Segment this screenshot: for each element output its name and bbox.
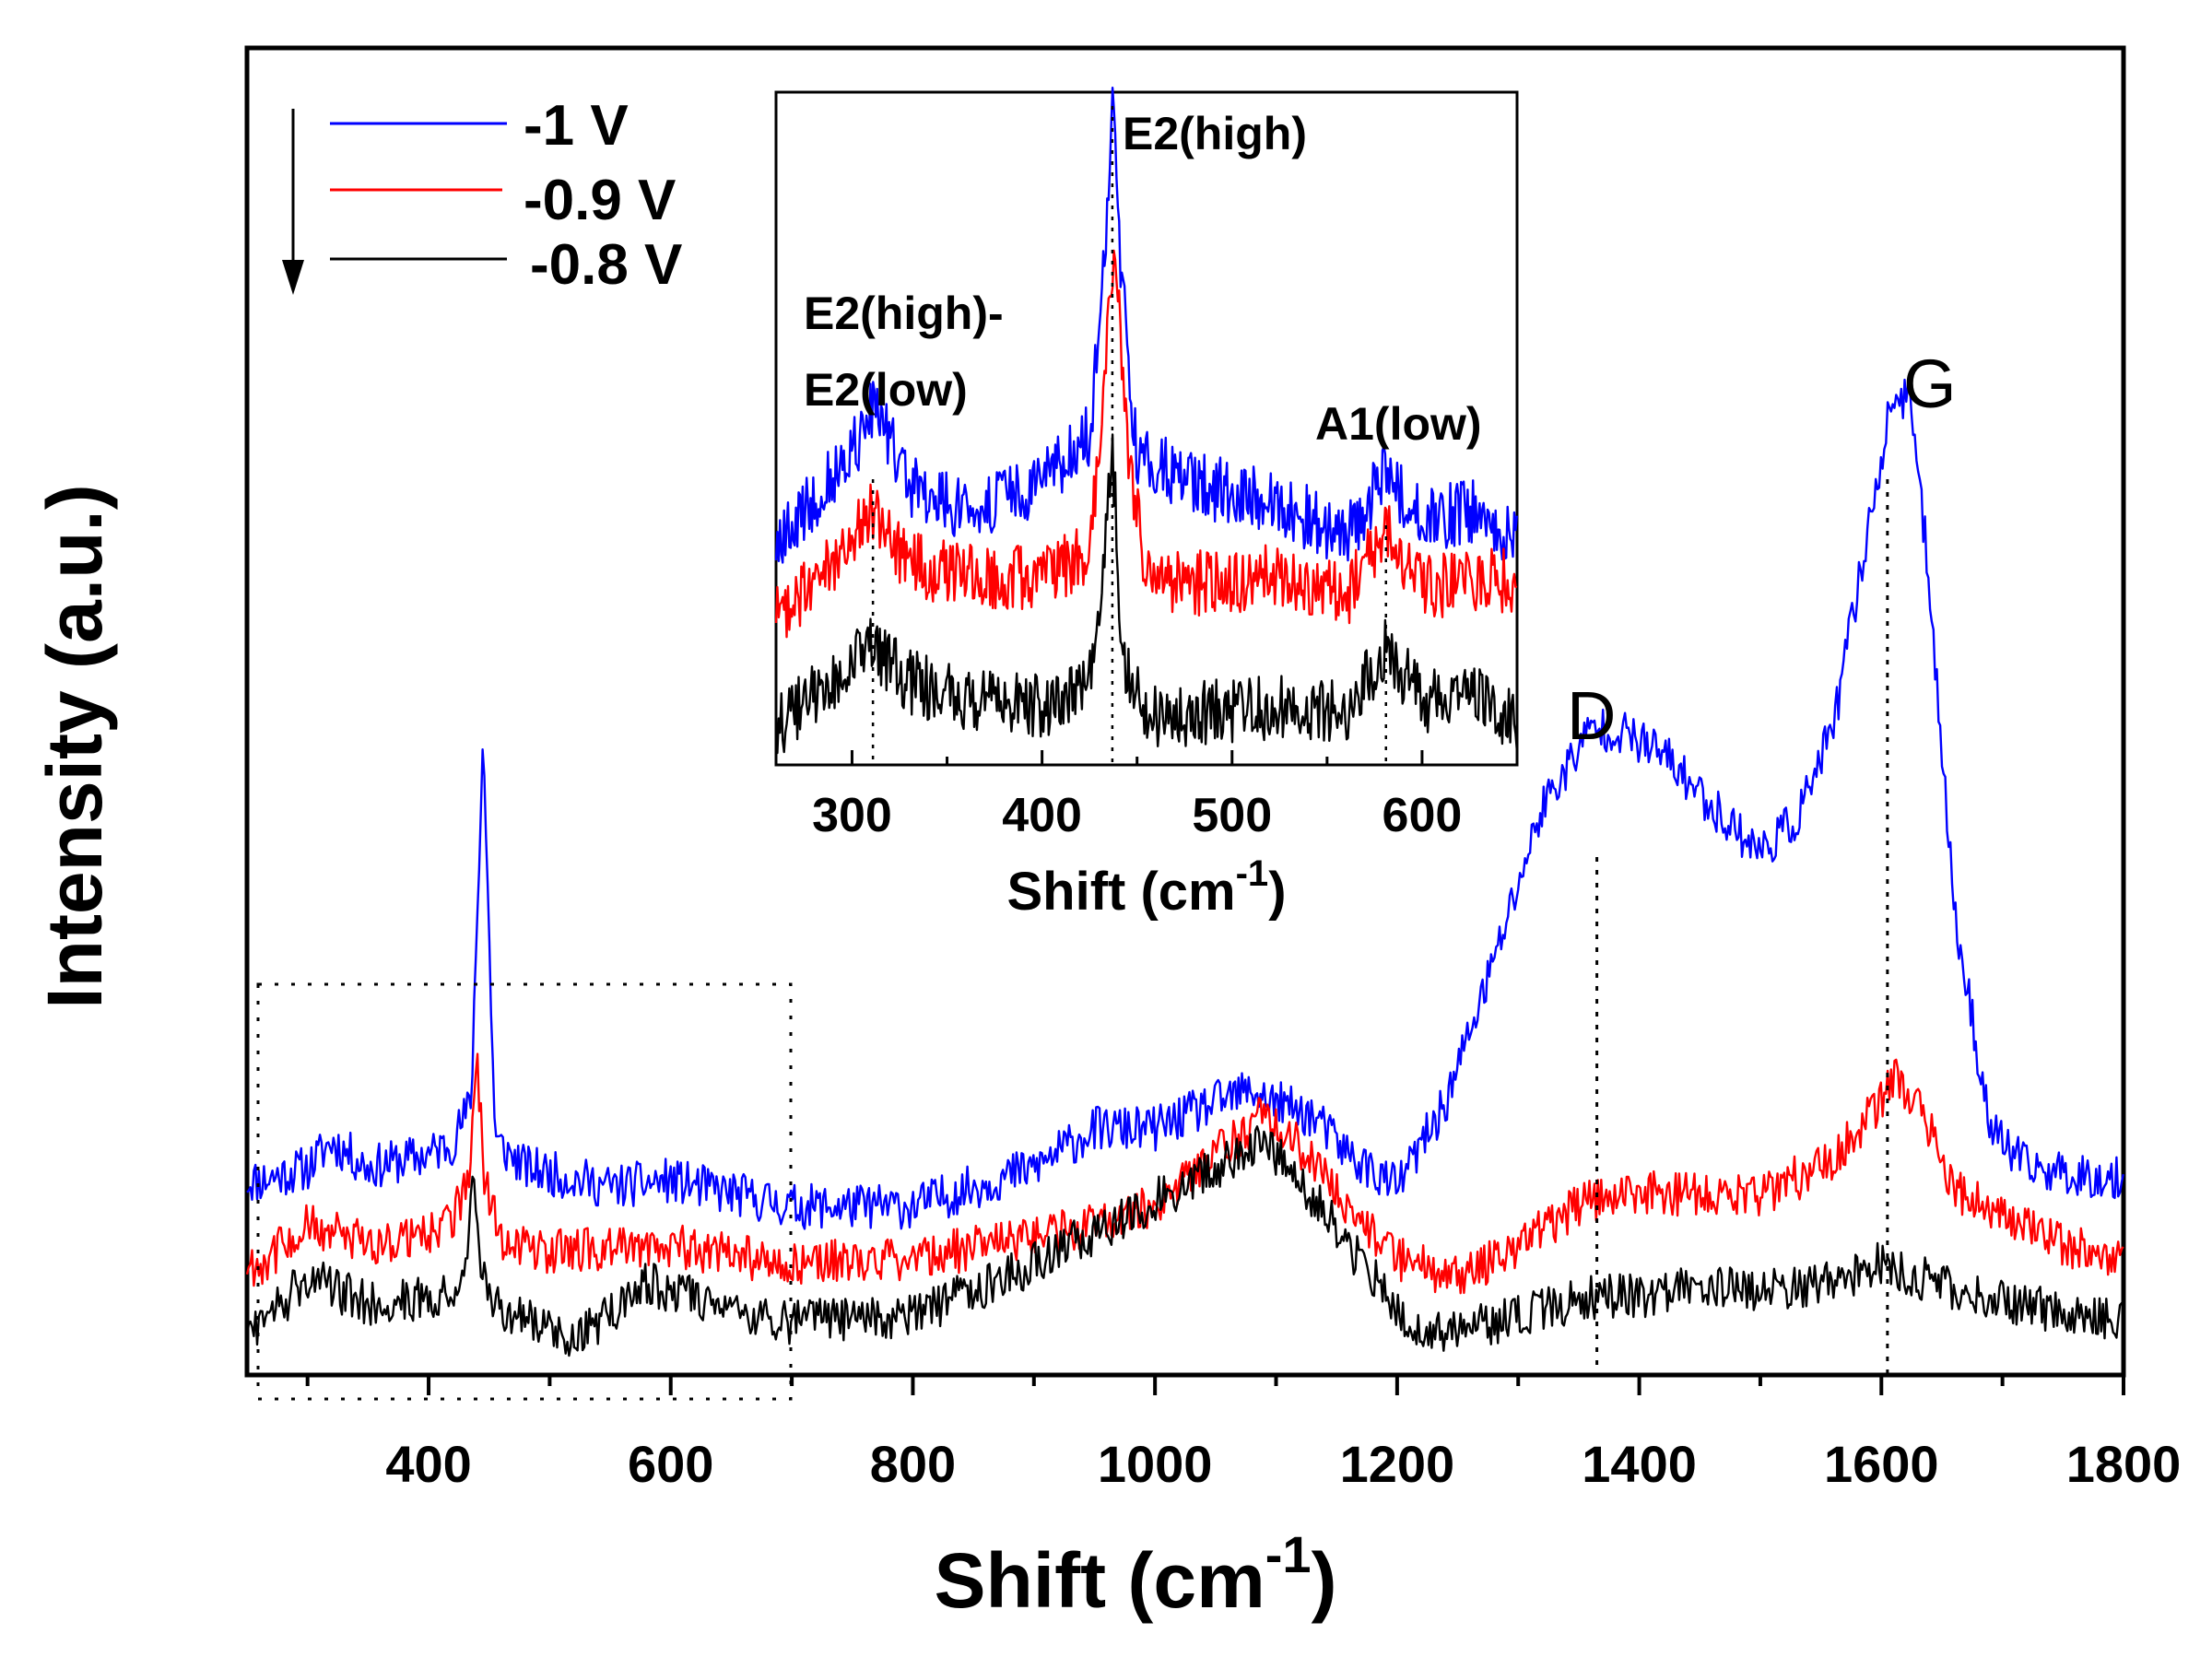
inset-series-line-1	[774, 87, 1518, 564]
main-x-tick-label: 600	[628, 1435, 713, 1493]
main-x-tick-label: 400	[385, 1435, 471, 1493]
main-x-tick-label: 1200	[1340, 1435, 1455, 1493]
main-x-tick-label: 1400	[1582, 1435, 1697, 1493]
x-axis-title-sup: -1	[1265, 1525, 1312, 1583]
inset-label-e2-low: E2(low)	[804, 364, 968, 416]
main-series-line-3	[245, 1125, 2124, 1357]
inset-series-line-3	[774, 433, 1518, 755]
x-axis-title: Shift (cm-1)	[934, 1525, 1336, 1624]
legend-arrow-head	[282, 260, 304, 295]
legend-label-08v: -0.8 V	[530, 233, 682, 297]
main-x-tick-label: 800	[870, 1435, 956, 1493]
main-x-tick-label: 1000	[1098, 1435, 1213, 1493]
legend-label-1v: -1 V	[524, 94, 629, 158]
inset-x-axis-title-main: Shift (cm	[1006, 862, 1235, 922]
inset-x-axis-title-sup: -1	[1236, 853, 1269, 894]
inset-peak-guides	[871, 106, 1388, 765]
inset-x-tick-label: 300	[812, 789, 892, 842]
main-x-tick-label: 1600	[1824, 1435, 1939, 1493]
inset-x-tick-label: 400	[1002, 789, 1082, 842]
inset-series-group	[774, 87, 1518, 755]
main-series-line-1	[246, 378, 2124, 1230]
legend: -1 V -0.9 V -0.8 V	[282, 94, 682, 297]
peak-label-g: G	[1903, 346, 1957, 422]
inset-x-axis-title-close: )	[1268, 862, 1286, 922]
inset-chart: 300 400 500 600 E2(high) E2(high)- E2(low) …	[774, 87, 1519, 922]
inset-label-a1-low: A1(low)	[1315, 398, 1482, 450]
inset-x-tick-label: 500	[1192, 789, 1272, 842]
inset-x-axis-title: Shift (cm-1)	[1006, 853, 1286, 922]
x-axis-title-close: )	[1312, 1537, 1337, 1624]
main-x-ticks: 400 600 800 1000 1200 1400 1600 1800	[305, 1375, 2182, 1493]
main-series-group	[245, 378, 2124, 1357]
inset-series-line-2	[774, 249, 1518, 639]
peak-label-d: D	[1567, 677, 1616, 754]
main-plot-frame	[244, 45, 2126, 1378]
legend-label-09v: -0.9 V	[524, 169, 676, 232]
main-peak-guides	[1595, 479, 1889, 1375]
inset-label-e2-high-minus: E2(high)-	[804, 288, 1004, 339]
main-x-tick-label: 1800	[2066, 1435, 2182, 1493]
inset-x-tick-label: 600	[1382, 789, 1463, 842]
inset-x-ticks: 300 400 500 600	[812, 750, 1519, 842]
y-axis-title: Intensity (a.u.)	[31, 484, 118, 1008]
inset-label-e2-high: E2(high)	[1123, 108, 1307, 159]
x-axis-title-main: Shift (cm	[934, 1537, 1265, 1624]
main-series-line-2	[245, 1052, 2124, 1295]
zoom-region-box	[256, 982, 793, 1401]
